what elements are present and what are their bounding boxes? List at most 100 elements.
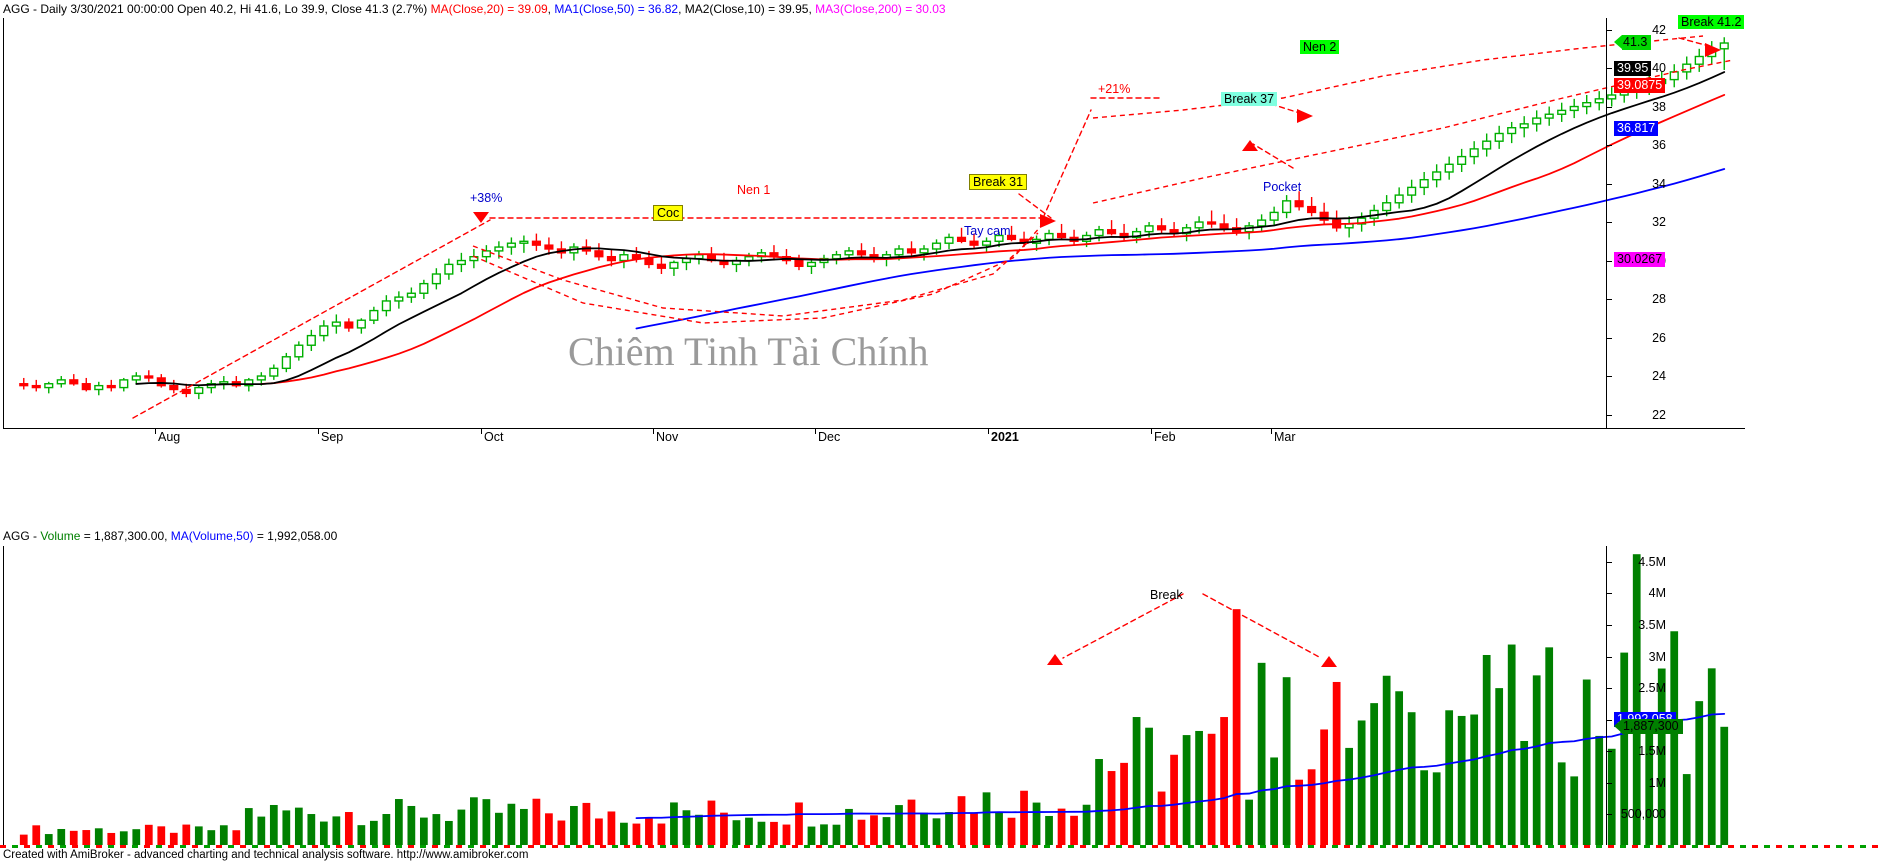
axis-tick-label: 42 (1652, 22, 1666, 37)
axis-tick-label: 38 (1652, 99, 1666, 114)
axis-tick (1606, 814, 1612, 816)
axis-tick (1606, 337, 1612, 339)
date-tick-label: 2021 (991, 430, 1019, 444)
annotation-vol-break: Break (1150, 588, 1183, 602)
axis-tick-label: 1M (1648, 775, 1666, 790)
axis-tick (1606, 561, 1612, 563)
price-header-ma20: MA(Close,20) = 39.09 (430, 2, 548, 16)
price-header-ma200: MA3(Close,200) = 30.03 (815, 2, 946, 16)
annotation-coc: Coc (653, 205, 684, 221)
axis-tick (1606, 260, 1612, 262)
date-tick (1151, 429, 1152, 434)
price-header-symbol: AGG - Daily 3/30/2021 00:00:00 (3, 2, 178, 16)
price-pane-header: AGG - Daily 3/30/2021 00:00:00 Open 40.2… (0, 1, 946, 18)
footer-color-strip (0, 845, 1884, 848)
sep: , (547, 2, 555, 16)
date-tick (1271, 429, 1272, 434)
axis-tick (1606, 106, 1612, 108)
date-tick-label: Feb (1154, 430, 1176, 444)
date-tick-label: Mar (1274, 430, 1296, 444)
volume-bars-layer (19, 554, 1729, 846)
axis-tick-label: 26 (1652, 330, 1666, 345)
tag-text: 41.3 (1622, 35, 1652, 51)
axis-tick-label: 4.5M (1638, 554, 1666, 569)
volume-header-symbol: AGG - (3, 529, 41, 543)
volume-header-ma-value: = 1,992,058.00 (253, 529, 338, 543)
date-tick (815, 429, 816, 434)
axis-tick (1606, 656, 1612, 658)
axis-price-tag: 39.0875 (1614, 77, 1666, 93)
date-axis: Aug Sep Oct Nov Dec 2021 Feb Mar (3, 429, 1745, 445)
axis-tick-label: 500,000 (1620, 807, 1666, 822)
watermark: Chiêm Tinh Tài Chính (568, 329, 929, 374)
annotation-pocket: Pocket (1263, 180, 1302, 194)
axis-tick (1606, 593, 1612, 595)
axis-tick-label: 3.5M (1638, 617, 1666, 632)
axis-tick-label: 4M (1648, 586, 1666, 601)
annotation-nen2: Nen 2 (1300, 40, 1340, 54)
price-chart-panel[interactable]: +38% Coc Nen 1 Break 31 Tay cam +21% Bre… (3, 15, 1745, 429)
annotation-pct38: +38% (470, 191, 503, 205)
axis-tick (1606, 183, 1612, 185)
annotation-nen1: Nen 1 (737, 183, 771, 197)
sep: , (808, 2, 816, 16)
price-axis: 424038363432302826242241.339.9539.087536… (1606, 18, 1745, 428)
axis-tick-label: 40 (1652, 61, 1666, 76)
axis-tick (1606, 376, 1612, 378)
axis-tick (1606, 222, 1612, 224)
date-tick-label: Sep (321, 430, 344, 444)
date-tick-label: Oct (484, 430, 504, 444)
volume-panel-frame (3, 546, 1745, 846)
annotation-break37: Break 37 (1221, 92, 1278, 106)
annotation-taycam: Tay cam (964, 224, 1011, 238)
annotation-pct21: +21% (1098, 82, 1131, 96)
axis-tick (1606, 719, 1612, 721)
axis-tick (1606, 68, 1612, 70)
axis-tick-label: 34 (1652, 176, 1666, 191)
axis-price-tag: 41.3 (1614, 35, 1652, 51)
annotation-break412: Break 41.2 (1678, 15, 1745, 29)
price-candles-layer (19, 35, 1734, 419)
date-tick (155, 429, 156, 434)
axis-price-tag: 39.95 (1614, 61, 1652, 76)
axis-tick (1606, 29, 1612, 31)
volume-axis: 4.5M4M3.5M3M2.5M2M1.5M1M500,0001,992,058… (1606, 546, 1745, 846)
axis-tick-label: 1.5M (1638, 744, 1666, 759)
tag-arrow-icon (1614, 718, 1622, 733)
axis-tick (1606, 751, 1612, 753)
volume-header-label: Volume (40, 529, 81, 543)
axis-tick-label: 32 (1652, 215, 1666, 230)
tag-arrow-icon (1614, 35, 1622, 50)
tag-text: 1,887,300 (1622, 718, 1683, 734)
axis-tick (1606, 414, 1612, 416)
axis-tick-label: 3M (1648, 649, 1666, 664)
axis-price-tag: 30.0267 (1614, 252, 1666, 268)
date-tick (988, 429, 989, 434)
date-tick (481, 429, 482, 434)
volume-axis-line (1606, 546, 1607, 846)
date-tick (318, 429, 319, 434)
sep: , (678, 2, 685, 16)
axis-tick-label: 36 (1652, 138, 1666, 153)
footer-credit: Created with AmiBroker - advanced charti… (3, 849, 529, 861)
volume-chart-panel[interactable]: Break 4.5M4M3.5M3M2.5M2M1.5M1M500,0001,9… (3, 546, 1745, 846)
price-header-ma50: MA1(Close,50) = 36.82 (554, 2, 679, 16)
axis-tick-label: 24 (1652, 369, 1666, 384)
axis-price-tag: 1,887,300 (1614, 718, 1683, 734)
date-tick-label: Nov (656, 430, 679, 444)
axis-tick-label: 22 (1652, 407, 1666, 422)
axis-tick (1606, 624, 1612, 626)
axis-tick (1606, 688, 1612, 690)
date-tick (653, 429, 654, 434)
axis-price-tag: 36.817 (1614, 121, 1659, 137)
date-tick-label: Dec (818, 430, 841, 444)
volume-header-ma-label: MA(Volume,50) (170, 529, 254, 543)
axis-tick (1606, 299, 1612, 301)
price-header-ma10: MA2(Close,10) = 39.95 (684, 2, 809, 16)
volume-pane-header: AGG - Volume = 1,887,300.00, MA(Volume,5… (0, 528, 337, 545)
date-tick-label: Aug (158, 430, 181, 444)
axis-tick-label: 2.5M (1638, 681, 1666, 696)
axis-tick (1606, 145, 1612, 147)
price-panel-frame (3, 18, 1745, 428)
